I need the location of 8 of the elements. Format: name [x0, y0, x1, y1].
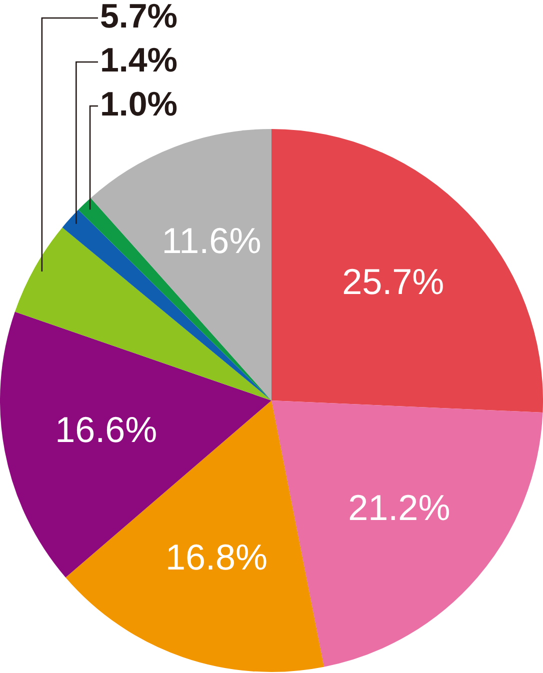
data-label: 16.8%	[165, 536, 268, 578]
data-label: 21.2%	[348, 487, 450, 528]
data-label: 25.7%	[342, 261, 444, 302]
data-label: 5.7%	[100, 0, 178, 36]
data-label: 16.6%	[55, 408, 158, 450]
data-label: 11.6%	[162, 220, 262, 262]
data-label: 1.0%	[100, 85, 178, 124]
data-label: 1.4%	[100, 41, 178, 80]
